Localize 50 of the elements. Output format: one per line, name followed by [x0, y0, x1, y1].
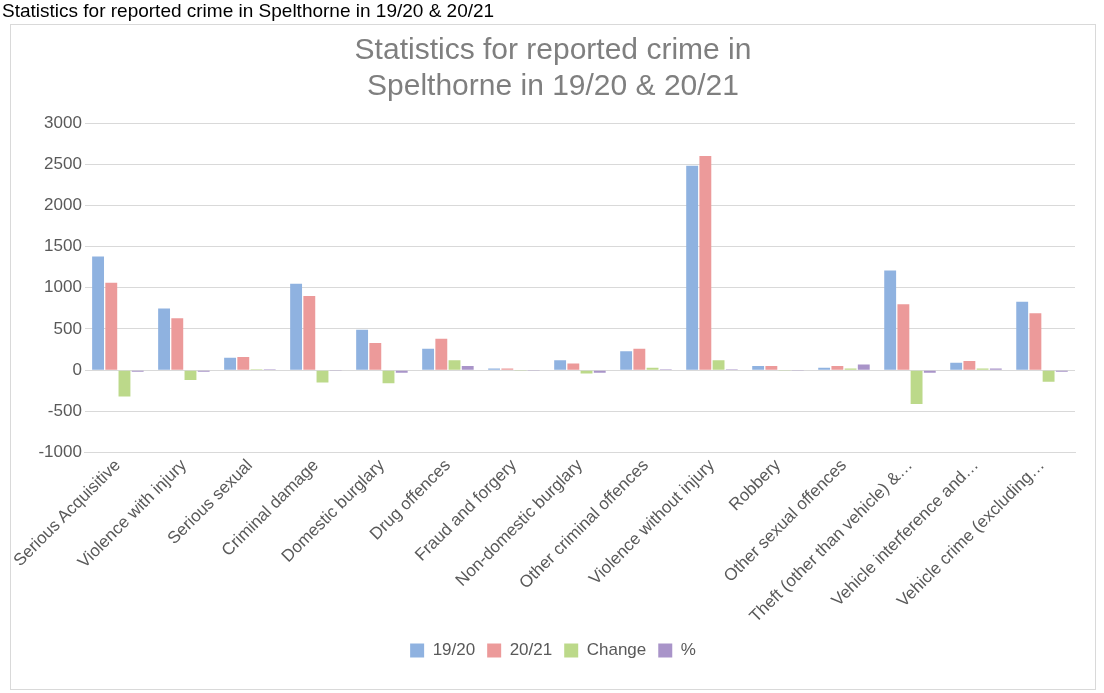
bar: [316, 370, 329, 383]
bar: [897, 304, 910, 370]
y-tick-label: 3000: [44, 112, 82, 132]
bar: [831, 366, 844, 370]
bar: [237, 356, 250, 370]
bar: [857, 364, 870, 370]
bar: [633, 348, 646, 370]
chart-title: Statistics for reported crime in Spelthorne in 19/20 & 20/21: [354, 32, 752, 102]
y-tick-label: 1500: [44, 236, 82, 256]
legend-label: %: [680, 640, 696, 660]
bar: [303, 296, 316, 370]
bar: [699, 155, 712, 370]
bar: [554, 360, 567, 370]
bar: [435, 338, 448, 370]
bar: [158, 308, 171, 370]
bar: [686, 165, 699, 370]
bar: [567, 363, 580, 370]
y-tick-label: 500: [53, 318, 82, 338]
bar: [765, 366, 778, 370]
bar: [105, 282, 118, 370]
bar: [92, 256, 105, 370]
y-tick-label: -1000: [38, 442, 82, 462]
y-tick-label: -500: [47, 401, 82, 421]
y-tick-label: 0: [72, 359, 82, 379]
bar: [224, 357, 237, 370]
bar: [1042, 370, 1055, 382]
bar: [290, 283, 303, 370]
legend-label: 20/21: [509, 640, 553, 660]
legend-label: Change: [586, 640, 647, 660]
text: Statistics for reported crime in Spelthorne in 19/20 & 20/21: [2, 0, 495, 22]
bar: [884, 270, 897, 370]
bar: [448, 360, 461, 370]
y-tick-label: 2500: [44, 153, 82, 173]
bar: [712, 360, 725, 370]
bar: [1016, 301, 1029, 370]
bar: [1029, 313, 1042, 370]
bar: [620, 351, 633, 370]
bar: [910, 370, 923, 404]
bar: [171, 318, 184, 370]
bar: [356, 329, 369, 370]
y-tick-label: 2000: [44, 195, 82, 215]
bar: [950, 362, 963, 370]
y-tick-label: 1000: [44, 277, 82, 297]
bar: [963, 361, 976, 370]
bar: [461, 366, 474, 370]
legend-label: 19/20: [432, 640, 476, 660]
bar: [752, 366, 765, 370]
bar: [118, 370, 131, 397]
bar: [369, 342, 382, 370]
bar: [422, 348, 435, 370]
